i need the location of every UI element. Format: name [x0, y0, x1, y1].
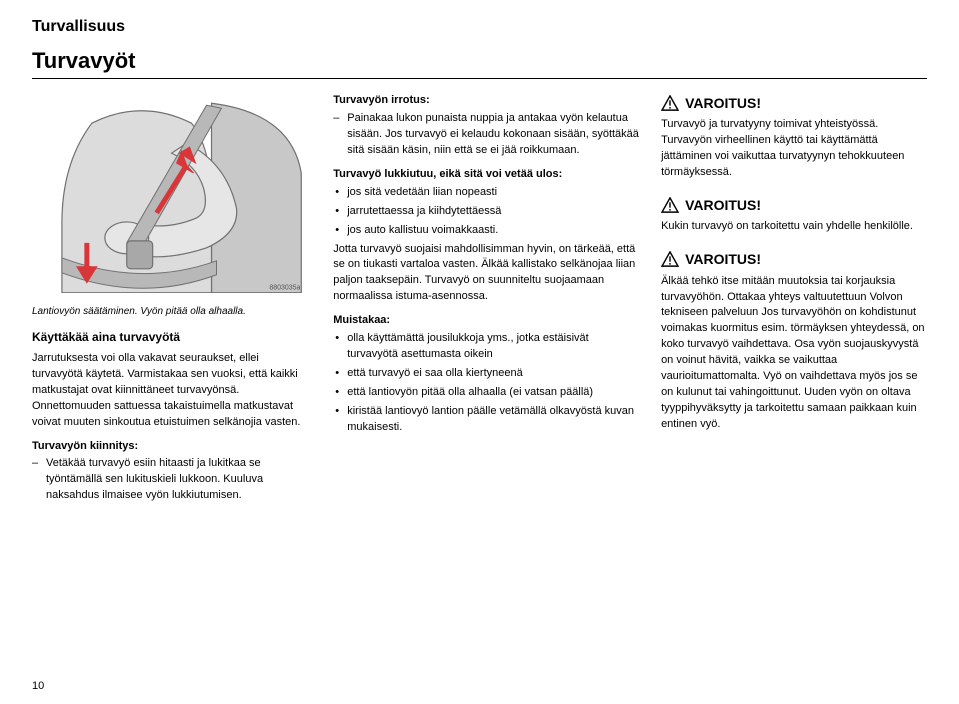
column-2: Turvavyön irrotus: Painakaa lukon punais…	[333, 93, 639, 508]
col1-dash-list: Vetäkää turvavyö esiin hitaasti ja lukit…	[32, 456, 311, 504]
col2-bullet-list-1: jos sitä vedetään liian nopeasti jarrute…	[333, 185, 639, 239]
page-number: 10	[32, 680, 44, 692]
page-title: Turvavyöt	[32, 48, 927, 79]
col1-heading-1: Käyttäkää aina turvavyötä	[32, 329, 311, 346]
col2-heading-1: Turvavyön irrotus:	[333, 93, 639, 109]
warning-triangle-icon	[661, 251, 679, 267]
warning-text-3: Älkää tehkö itse mitään muutoksia tai ko…	[661, 274, 927, 433]
warning-block-2: VAROITUS! Kukin turvavyö on tarkoitettu …	[661, 195, 927, 235]
col2-b2: jarrutettaessa ja kiihdytettäessä	[333, 204, 639, 220]
warning-label-1: VAROITUS!	[685, 93, 761, 113]
col2-heading-2: Turvavyö lukkiutuu, eikä sitä voi vetää …	[333, 167, 639, 183]
warning-block-3: VAROITUS! Älkää tehkö itse mitään muutok…	[661, 249, 927, 433]
column-3: VAROITUS! Turvavyö ja turvatyyny toimiva…	[661, 93, 927, 508]
col2-m2: että turvavyö ei saa olla kiertyneenä	[333, 366, 639, 382]
col2-m4: kiristää lantiovyö lantion päälle vetämä…	[333, 404, 639, 436]
col2-heading-3: Muistakaa:	[333, 313, 639, 329]
warning-label-2: VAROITUS!	[685, 195, 761, 215]
column-1: 8803035a Lantiovyön säätäminen. Vyön pit…	[32, 93, 311, 508]
seatbelt-illustration: 8803035a	[32, 93, 311, 293]
col2-m1: olla käyttämättä jousilukkoja yms., jotk…	[333, 331, 639, 363]
col1-dash-item-1: Vetäkää turvavyö esiin hitaasti ja lukit…	[32, 456, 311, 504]
illustration-id: 8803035a	[269, 285, 300, 292]
content-columns: 8803035a Lantiovyön säätäminen. Vyön pit…	[32, 93, 927, 508]
warning-label-3: VAROITUS!	[685, 249, 761, 269]
illustration-caption: Lantiovyön säätäminen. Vyön pitää olla a…	[32, 305, 311, 320]
warning-header-1: VAROITUS!	[661, 93, 927, 113]
col1-paragraph-1: Jarrutuksesta voi olla vakavat seuraukse…	[32, 351, 311, 431]
warning-header-2: VAROITUS!	[661, 195, 927, 215]
warning-triangle-icon	[661, 197, 679, 213]
warning-text-1: Turvavyö ja turvatyyny toimivat yhteisty…	[661, 117, 927, 181]
warning-triangle-icon	[661, 95, 679, 111]
col1-heading-2: Turvavyön kiinnitys:	[32, 439, 311, 455]
col2-m3: että lantiovyön pitää olla alhaalla (ei …	[333, 385, 639, 401]
col2-b3: jos auto kallistuu voimakkaasti.	[333, 223, 639, 239]
col2-b1: jos sitä vedetään liian nopeasti	[333, 185, 639, 201]
col2-dash-list: Painakaa lukon punaista nuppia ja antaka…	[333, 111, 639, 159]
warning-header-3: VAROITUS!	[661, 249, 927, 269]
col2-dash-item-1: Painakaa lukon punaista nuppia ja antaka…	[333, 111, 639, 159]
warning-text-2: Kukin turvavyö on tarkoitettu vain yhdel…	[661, 219, 927, 235]
col2-paragraph-1: Jotta turvavyö suojaisi mahdollisimman h…	[333, 242, 639, 306]
page-category: Turvallisuus	[32, 18, 927, 36]
warning-block-1: VAROITUS! Turvavyö ja turvatyyny toimiva…	[661, 93, 927, 181]
col2-bullet-list-2: olla käyttämättä jousilukkoja yms., jotk…	[333, 331, 639, 436]
